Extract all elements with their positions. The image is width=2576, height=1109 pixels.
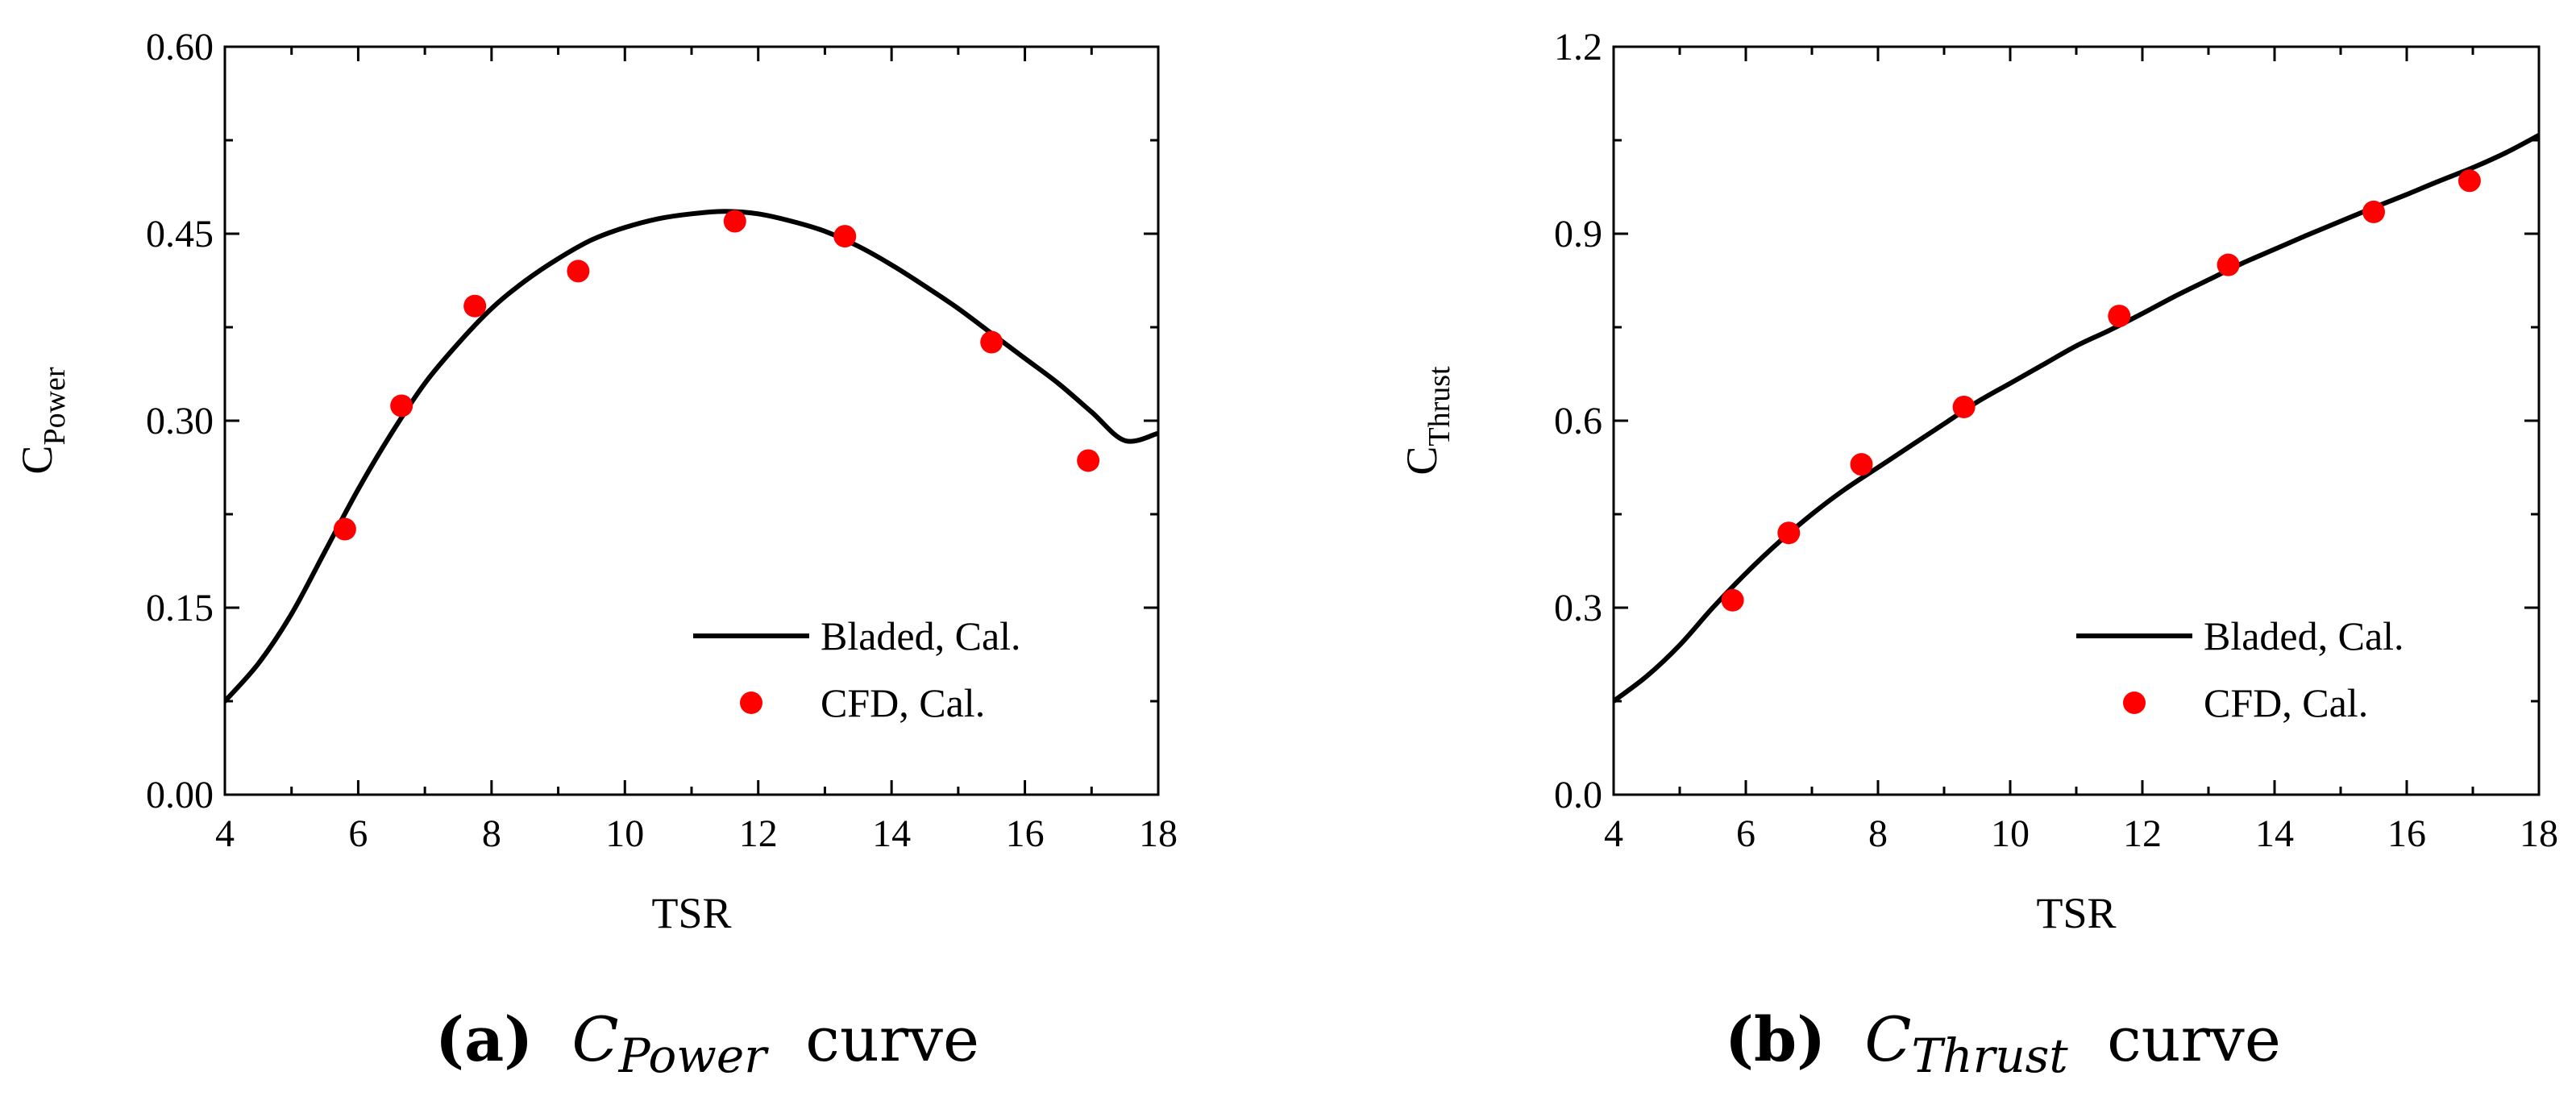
data-point-cfd — [463, 294, 487, 318]
x-tick-label: 18 — [2520, 812, 2558, 855]
chart-power: 4 6 8 10 12 14 16 18 0.00 0.15 0.30 0.45 0.60 TSR CPow… — [13, 26, 1178, 937]
x-tick-label: 8 — [482, 812, 501, 855]
y-tick-label: 0.45 — [146, 213, 214, 255]
plot-frame — [223, 45, 1160, 796]
chart-thrust: 4 6 8 10 12 14 16 18 0.0 0.3 0.6 0.9 1.2 TSR CThrust Bl… — [1398, 26, 2558, 937]
data-point-cfd — [723, 210, 746, 233]
legend-label-cfd: CFD, Cal. — [2204, 680, 2368, 725]
x-tick-label: 16 — [1006, 812, 1045, 855]
data-point-cfd — [2362, 200, 2385, 223]
x-tick-label: 14 — [872, 812, 911, 855]
x-axis-label: TSR — [651, 889, 731, 937]
data-point-cfd — [1777, 521, 1801, 545]
data-point-cfd — [2108, 305, 2131, 328]
x-tick-label: 4 — [215, 812, 235, 855]
y-tick-label: 0.60 — [146, 26, 214, 69]
legend-swatch-dot — [740, 692, 762, 714]
y-axis-label: CThrust — [1398, 366, 1456, 476]
x-tick-label: 12 — [2123, 812, 2162, 855]
y-tick-label: 1.2 — [1554, 26, 1602, 69]
x-axis-label: TSR — [2036, 889, 2116, 937]
x-tick-label: 12 — [739, 812, 778, 855]
y-tick-label: 0.00 — [146, 774, 214, 816]
data-point-cfd — [980, 330, 1003, 354]
x-tick-label: 8 — [1868, 812, 1888, 855]
data-point-cfd — [1721, 588, 1744, 612]
data-point-cfd — [833, 225, 857, 248]
caption-b: (b) CThrust curve — [1725, 999, 2281, 1083]
y-axis-label-sub: Thrust — [1423, 366, 1456, 447]
series-line-bladed — [1614, 132, 2539, 704]
x-tick-label: 6 — [1736, 812, 1755, 855]
legend-label-bladed: Bladed, Cal. — [2204, 613, 2404, 658]
x-tick-label: 10 — [605, 812, 644, 855]
y-axis-label-main: C — [1398, 447, 1446, 476]
data-point-cfd — [333, 517, 356, 541]
y-axis-label: CPower — [13, 367, 72, 474]
y-tick-label: 0.0 — [1554, 774, 1602, 816]
x-tick-label: 18 — [1139, 812, 1178, 855]
data-point-cfd — [1952, 395, 1976, 418]
caption-b-letter: (b) — [1725, 1003, 1826, 1075]
legend-swatch-dot — [2123, 692, 2146, 714]
data-point-cfd — [567, 260, 590, 283]
x-tick-label: 16 — [2387, 812, 2426, 855]
caption-a-letter: (a) — [435, 1003, 534, 1075]
caption-a: (a) CPower curve — [435, 999, 980, 1083]
y-tick-label: 0.15 — [146, 587, 214, 629]
caption-a-symbol: C — [571, 1003, 619, 1075]
data-point-cfd — [2458, 169, 2481, 193]
caption-a-word: curve — [805, 1003, 980, 1075]
x-tick-label: 14 — [2255, 812, 2294, 855]
y-tick-label: 0.9 — [1554, 213, 1602, 255]
y-tick-label: 0.30 — [146, 400, 214, 442]
caption-b-symbol: C — [1864, 1003, 1912, 1075]
data-point-cfd — [1077, 449, 1100, 472]
legend-label-bladed: Bladed, Cal. — [821, 613, 1021, 658]
y-axis-label-sub: Power — [38, 367, 72, 445]
caption-b-word: curve — [2107, 1003, 2281, 1075]
legend-label-cfd: CFD, Cal. — [821, 680, 985, 725]
y-tick-label: 0.6 — [1554, 400, 1602, 442]
y-axis-label-main: C — [13, 446, 61, 475]
caption-b-subscript: Thrust — [1911, 1028, 2068, 1083]
x-tick-label: 6 — [348, 812, 368, 855]
x-tick-label: 10 — [1991, 812, 2030, 855]
x-tick-label: 4 — [1604, 812, 1623, 855]
data-point-cfd — [390, 394, 413, 417]
data-point-cfd — [1850, 453, 1873, 476]
caption-a-subscript: Power — [618, 1028, 767, 1083]
plot-frame — [1612, 45, 2541, 796]
y-tick-label: 0.3 — [1554, 587, 1602, 629]
data-point-cfd — [2217, 253, 2240, 276]
